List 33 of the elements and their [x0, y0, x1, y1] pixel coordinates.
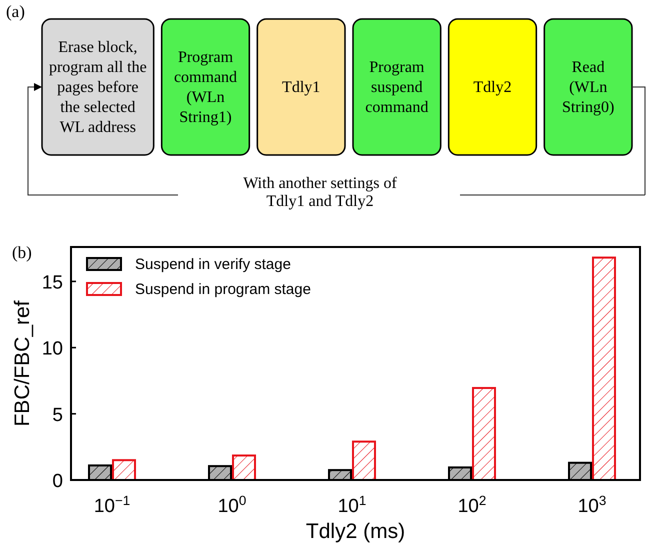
bar [232, 454, 256, 481]
text: (a) [6, 2, 25, 21]
process-box: Tdly2 [448, 18, 538, 156]
category-label: Tdly2 [473, 79, 512, 96]
category-label: Erase block, program all the pages before the selected WL address [48, 39, 147, 136]
chart-title: (b) [12, 243, 32, 262]
text: With another settings of Tdly1 and Tdly2 [243, 175, 398, 210]
process-box: Program command (WLn String1) [160, 18, 250, 156]
category-label: Read (WLn String0) [562, 59, 614, 116]
bar [472, 386, 496, 481]
category-label: Program suspend command [365, 59, 428, 116]
legend-label: Suspend in program stage [135, 281, 311, 298]
x-tick-label: 10$^{0}$ [218, 492, 246, 517]
category-label: Program command (WLn String1) [174, 49, 238, 126]
bar [352, 440, 376, 481]
legend-label: Suspend in verify stage [135, 256, 291, 273]
y-axis-title: FBC/FBC_ref [11, 300, 34, 427]
x-tick-label: 10$^{−1}$ [94, 492, 130, 517]
process-box: Read (WLn String0) [544, 18, 633, 156]
process-box: Tdly1 [256, 18, 346, 156]
process-box: Erase block, program all the pages before the selected WL address [41, 18, 154, 156]
process-box: Program suspend command [352, 18, 442, 156]
bar [592, 256, 616, 481]
x-tick-label: 10$^{1}$ [338, 492, 366, 517]
y-tick-label: 10 [42, 338, 63, 360]
category-label: Tdly1 [282, 79, 320, 96]
y-tick-label: 0 [52, 471, 63, 492]
y-tick-label: 5 [52, 404, 63, 426]
bar [112, 459, 136, 481]
x-tick-label: 10$^{2}$ [458, 492, 486, 517]
x-axis-title: Tdly2 (ms) [306, 520, 406, 543]
y-tick-label: 15 [42, 272, 63, 294]
x-tick-label: 10$^{3}$ [578, 492, 606, 517]
